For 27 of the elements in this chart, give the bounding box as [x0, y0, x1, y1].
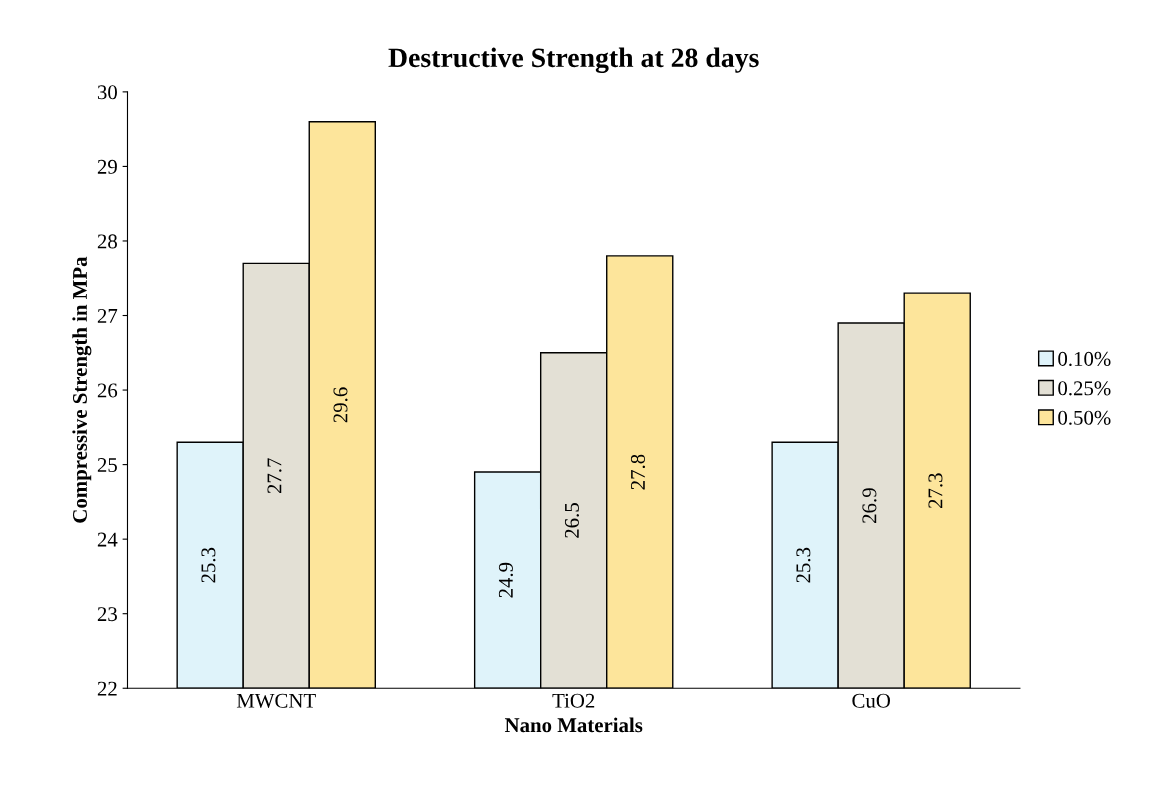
- legend-label: 0.50%: [1058, 410, 1111, 425]
- y-tick-label: 22: [97, 681, 117, 696]
- data-label: 25.3: [201, 547, 216, 583]
- y-tick-label: 29: [97, 159, 117, 174]
- data-label: 29.6: [333, 387, 348, 423]
- data-label: 24.9: [498, 562, 513, 598]
- y-tick-label: 28: [97, 234, 117, 249]
- x-tick-label: MWCNT: [236, 693, 316, 708]
- y-tick-label: 23: [97, 607, 117, 622]
- y-axis-title: Compressive Strength in MPa: [72, 256, 92, 523]
- legend-label: 0.25%: [1058, 381, 1111, 396]
- y-tick-label: 26: [97, 383, 118, 398]
- data-label: 27.8: [630, 454, 646, 490]
- data-label: 27.3: [928, 473, 943, 509]
- data-label: 27.7: [267, 458, 282, 494]
- y-tick-label: 25: [97, 458, 117, 473]
- x-tick-label: TiO2: [552, 693, 595, 708]
- data-label: 26.9: [862, 488, 877, 523]
- y-tick-label: 27: [97, 308, 118, 323]
- y-tick-label: 30: [97, 85, 117, 100]
- data-label: 26.5: [564, 503, 580, 538]
- chart-title: Destructive Strength at 28 days: [388, 47, 759, 73]
- y-tick-label: 24: [97, 532, 118, 547]
- data-label: 25.3: [796, 547, 811, 583]
- legend-label: 0.10%: [1058, 351, 1111, 366]
- x-axis-title: Nano Materials: [504, 717, 643, 733]
- x-tick-label: CuO: [852, 693, 890, 708]
